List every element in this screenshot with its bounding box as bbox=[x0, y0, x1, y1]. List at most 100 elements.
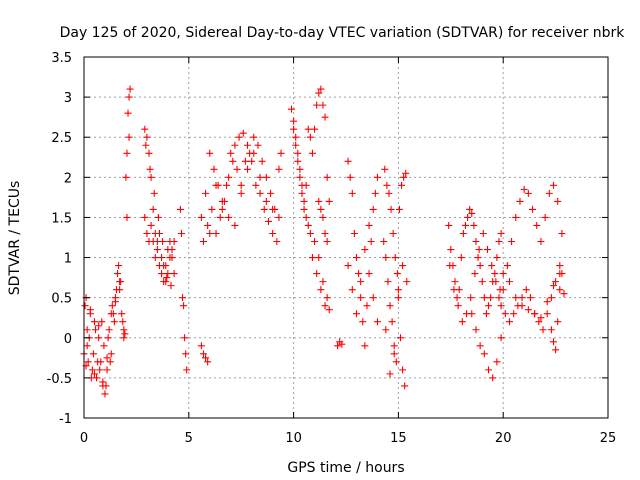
data-point bbox=[380, 238, 388, 246]
data-point bbox=[304, 221, 312, 229]
data-point bbox=[90, 370, 98, 378]
data-point bbox=[479, 229, 487, 237]
data-point bbox=[319, 213, 327, 221]
data-point bbox=[518, 302, 526, 310]
data-point bbox=[122, 173, 130, 181]
data-point bbox=[471, 270, 479, 278]
data-point bbox=[290, 117, 298, 125]
data-point bbox=[468, 310, 476, 318]
data-point bbox=[387, 205, 395, 213]
data-point bbox=[319, 101, 327, 109]
data-point bbox=[550, 181, 558, 189]
data-point bbox=[143, 133, 151, 141]
data-point bbox=[512, 294, 520, 302]
data-point bbox=[104, 334, 112, 342]
data-point bbox=[90, 318, 98, 326]
data-point bbox=[541, 213, 549, 221]
data-point bbox=[141, 213, 149, 221]
data-point bbox=[458, 318, 466, 326]
data-point bbox=[275, 213, 283, 221]
data-point bbox=[367, 238, 375, 246]
y-tick-label: 2 bbox=[64, 171, 72, 186]
data-point bbox=[256, 189, 264, 197]
data-point bbox=[361, 246, 369, 254]
data-point bbox=[495, 294, 503, 302]
data-point bbox=[300, 197, 308, 205]
data-point bbox=[269, 229, 277, 237]
data-point bbox=[457, 254, 465, 262]
data-point bbox=[206, 229, 214, 237]
data-point bbox=[550, 282, 558, 290]
data-point bbox=[243, 141, 251, 149]
y-tick-label: -0.5 bbox=[47, 372, 72, 387]
data-point bbox=[237, 181, 245, 189]
data-point bbox=[84, 358, 92, 366]
data-point bbox=[233, 165, 241, 173]
data-point bbox=[243, 165, 251, 173]
data-point bbox=[390, 342, 398, 350]
data-point bbox=[394, 294, 402, 302]
data-point bbox=[461, 221, 469, 229]
data-point bbox=[485, 302, 493, 310]
data-point bbox=[467, 294, 475, 302]
data-point bbox=[392, 358, 400, 366]
data-point bbox=[125, 93, 133, 101]
x-tick-label: 20 bbox=[495, 431, 512, 446]
data-point bbox=[512, 213, 520, 221]
data-point bbox=[361, 342, 369, 350]
y-tick-label: 3 bbox=[64, 91, 72, 106]
data-point bbox=[218, 197, 226, 205]
data-point bbox=[464, 213, 472, 221]
data-point bbox=[476, 262, 484, 270]
data-point bbox=[225, 173, 233, 181]
data-point bbox=[399, 366, 407, 374]
data-point bbox=[386, 302, 394, 310]
data-point bbox=[485, 366, 493, 374]
x-tick-label: 10 bbox=[285, 431, 302, 446]
data-point bbox=[153, 246, 161, 254]
data-point bbox=[499, 270, 507, 278]
data-point bbox=[120, 326, 128, 334]
data-point bbox=[369, 205, 377, 213]
data-point bbox=[547, 326, 555, 334]
data-point bbox=[180, 302, 188, 310]
data-point bbox=[552, 346, 560, 354]
data-point bbox=[365, 270, 373, 278]
data-point bbox=[363, 302, 371, 310]
data-point bbox=[223, 181, 231, 189]
data-point bbox=[167, 282, 175, 290]
data-point bbox=[95, 334, 103, 342]
data-point bbox=[357, 278, 365, 286]
data-point bbox=[543, 310, 551, 318]
data-point bbox=[147, 221, 155, 229]
data-point bbox=[296, 173, 304, 181]
data-point bbox=[355, 270, 363, 278]
data-point bbox=[250, 149, 258, 157]
data-point bbox=[273, 238, 281, 246]
data-point bbox=[317, 205, 325, 213]
data-point bbox=[556, 262, 564, 270]
data-point bbox=[199, 238, 207, 246]
data-point bbox=[89, 350, 97, 358]
data-point bbox=[106, 358, 114, 366]
data-point bbox=[382, 254, 390, 262]
data-point bbox=[399, 262, 407, 270]
data-point bbox=[445, 221, 453, 229]
data-point bbox=[334, 342, 342, 350]
x-tick-label: 0 bbox=[80, 431, 88, 446]
data-point bbox=[385, 189, 393, 197]
data-point bbox=[474, 254, 482, 262]
data-point bbox=[176, 205, 184, 213]
data-point bbox=[292, 141, 300, 149]
data-point bbox=[359, 318, 367, 326]
data-point bbox=[308, 149, 316, 157]
data-point bbox=[212, 181, 220, 189]
data-point bbox=[197, 342, 205, 350]
data-point bbox=[556, 286, 564, 294]
data-point bbox=[323, 173, 331, 181]
data-point bbox=[142, 141, 150, 149]
data-point bbox=[396, 334, 404, 342]
data-point bbox=[388, 318, 396, 326]
data-point bbox=[118, 310, 126, 318]
data-point bbox=[495, 238, 503, 246]
